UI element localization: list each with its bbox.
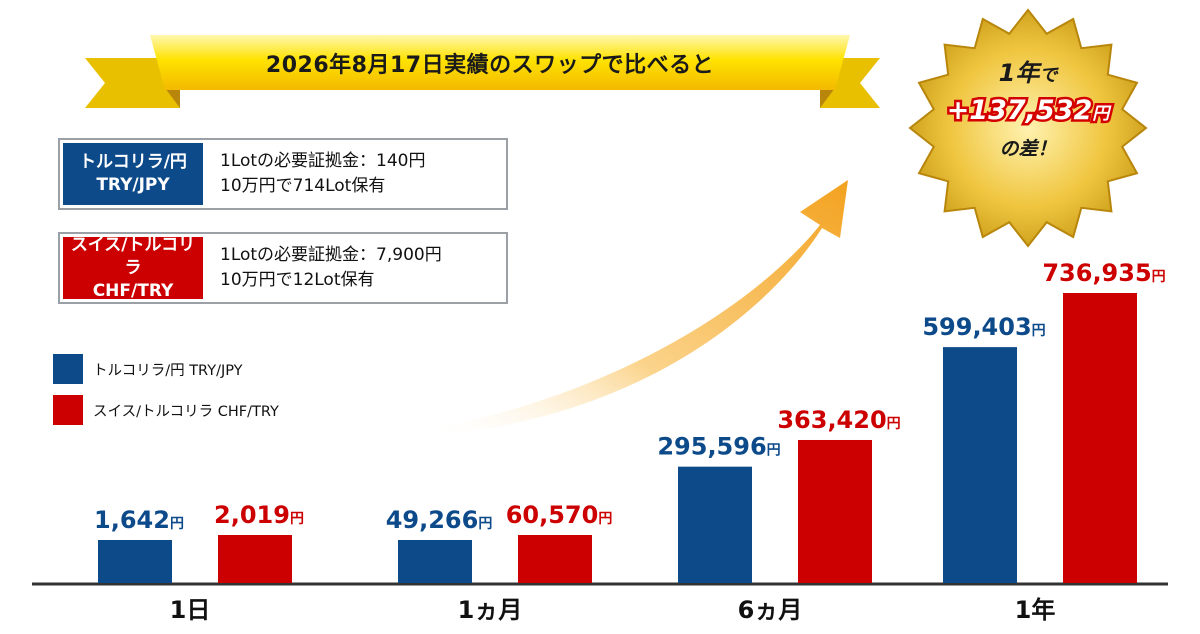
bar-chf-try-2	[798, 439, 872, 583]
info-label-line2: TRY/JPY	[96, 175, 170, 195]
data-label: 295,596円	[657, 433, 780, 461]
bar-try-jpy-0	[98, 540, 172, 583]
legend-item-try-jpy: トルコリラ/円 TRY/JPY	[53, 354, 243, 384]
info-text-line2: 10万円で12Lot保有	[220, 270, 375, 290]
x-tick-label: 6ヵ月	[738, 596, 803, 624]
burst-line2: +137,532円	[908, 91, 1148, 134]
info-text-try-jpy: 1Lotの必要証拠金：140円 10万円で714Lot保有	[220, 149, 426, 199]
info-label-line2: CHF/TRY	[92, 280, 174, 301]
data-label: 2,019円	[214, 501, 304, 529]
info-text-line2: 10万円で714Lot保有	[220, 176, 386, 196]
info-box-try-jpy: トルコリラ/円 TRY/JPY 1Lotの必要証拠金：140円 10万円で714…	[58, 138, 508, 210]
x-tick-label: 1ヵ月	[458, 596, 523, 624]
data-label: 599,403円	[922, 313, 1045, 341]
bar-chf-try-3	[1063, 293, 1137, 583]
info-box-chf-try: スイス/トルコリラ CHF/TRY 1Lotの必要証拠金：7,900円 10万円…	[58, 232, 508, 304]
legend-label: トルコリラ/円 TRY/JPY	[93, 362, 243, 379]
data-label: 60,570円	[506, 501, 613, 529]
burst-line1: 1年で	[908, 58, 1148, 91]
info-label-line1: トルコリラ/円	[79, 152, 187, 172]
burst-unit: 円	[1090, 102, 1112, 127]
info-text-line1: 1Lotの必要証拠金：7,900円	[220, 245, 442, 265]
data-label: 736,935円	[1042, 259, 1165, 287]
info-label-chf-try: スイス/トルコリラ CHF/TRY	[63, 234, 203, 301]
legend-label: スイス/トルコリラ CHF/TRY	[93, 403, 279, 420]
data-label: 49,266円	[386, 506, 493, 534]
burst-difference: +137,532	[944, 93, 1095, 129]
bar-try-jpy-1	[398, 540, 472, 583]
info-label-line1: スイス/トルコリラ	[70, 234, 196, 278]
banner-title: 2026年8月17日実績のスワップで比べると	[265, 53, 715, 78]
info-text-line1: 1Lotの必要証拠金：140円	[220, 151, 426, 171]
info-label-try-jpy: トルコリラ/円 TRY/JPY	[63, 143, 203, 205]
burst-period: 1年	[998, 59, 1040, 87]
data-label: 1,642円	[94, 506, 184, 534]
starburst-shape	[908, 8, 1148, 248]
bar-chf-try-0	[218, 535, 292, 583]
bar-chf-try-1	[518, 535, 592, 583]
legend-swatch-blue	[53, 354, 83, 384]
legend-swatch-red	[53, 395, 83, 425]
x-tick-label: 1日	[170, 596, 211, 624]
legend-item-chf-try: スイス/トルコリラ CHF/TRY	[53, 395, 279, 425]
info-text-chf-try: 1Lotの必要証拠金：7,900円 10万円で12Lot保有	[220, 243, 442, 293]
burst-text: 1年で +137,532円 の差！	[908, 58, 1148, 164]
bar-try-jpy-2	[678, 466, 752, 583]
bar-try-jpy-3	[943, 347, 1017, 583]
x-tick-label: 1年	[1015, 596, 1056, 624]
burst-line3: の差！	[999, 138, 1057, 160]
burst-suffix: で	[1039, 65, 1058, 86]
data-label: 363,420円	[777, 406, 900, 434]
